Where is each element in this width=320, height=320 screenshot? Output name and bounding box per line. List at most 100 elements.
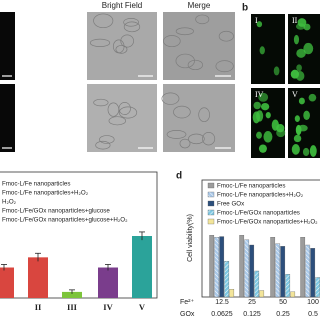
panel-c: Fmoc-L/Fe nanoparticles Fmoc-L/Fe nanopar… bbox=[0, 181, 152, 312]
cell bbox=[258, 92, 269, 102]
bar bbox=[239, 235, 245, 298]
legend-entry: Fmoc-L/Fe nanoparticles+H₂O₂ bbox=[2, 190, 89, 197]
legend-entry: Fmoc-L/Fe/GOx nanoparticles+H₂O₂ bbox=[217, 219, 318, 226]
bar bbox=[132, 236, 152, 298]
bar bbox=[290, 291, 296, 298]
image-label: I bbox=[255, 16, 258, 25]
cell bbox=[107, 102, 120, 117]
cell bbox=[256, 131, 262, 139]
merge-image bbox=[163, 12, 235, 80]
fluor-image bbox=[251, 14, 285, 84]
legend-entry: Fmoc-L/Fe/GOx nanoparticles+glucose+H₂O₂ bbox=[2, 217, 128, 224]
x-tick-label: 0.5 bbox=[308, 311, 318, 318]
legend-swatch bbox=[207, 218, 215, 225]
column-header: Bright Field bbox=[102, 1, 142, 10]
cell bbox=[271, 119, 279, 131]
cell bbox=[89, 38, 111, 47]
panel-a: Bright Field Merge bbox=[0, 1, 235, 152]
bar bbox=[62, 291, 82, 298]
cell bbox=[202, 132, 216, 146]
image-label: II bbox=[292, 16, 298, 25]
panel-label: d bbox=[176, 171, 182, 182]
bar bbox=[229, 289, 235, 298]
legend-entry: Free GOx bbox=[217, 201, 245, 208]
x-tick-label: V bbox=[139, 302, 146, 312]
cell bbox=[173, 105, 191, 119]
bar bbox=[219, 236, 225, 298]
row-label: Fe²⁺ bbox=[180, 299, 195, 306]
cell bbox=[179, 138, 191, 149]
cell bbox=[303, 42, 314, 55]
bar bbox=[209, 235, 215, 298]
row-label: GOx bbox=[180, 311, 195, 318]
cell bbox=[296, 64, 302, 72]
bar bbox=[270, 237, 276, 298]
bar bbox=[28, 257, 48, 298]
y-axis-label: Cell viability(%) bbox=[187, 214, 194, 262]
cell bbox=[302, 147, 310, 157]
cell bbox=[93, 13, 114, 29]
legend-entry: Fmoc-L/Fe nanoparticles bbox=[217, 183, 285, 190]
cell bbox=[293, 134, 302, 143]
legend-swatch bbox=[207, 200, 215, 207]
fluor-image bbox=[0, 12, 15, 80]
x-tick-label: 0.0625 bbox=[211, 311, 233, 318]
cell bbox=[115, 45, 128, 54]
bar bbox=[315, 277, 320, 298]
cell bbox=[187, 59, 203, 71]
bar bbox=[305, 244, 311, 298]
x-tick-label: IV bbox=[103, 302, 113, 312]
cell bbox=[296, 48, 306, 58]
cell bbox=[108, 116, 127, 126]
cell bbox=[295, 23, 306, 30]
cell bbox=[120, 34, 134, 48]
cell bbox=[256, 110, 264, 122]
cell bbox=[195, 14, 210, 25]
legend-swatch bbox=[207, 191, 215, 198]
bar bbox=[280, 246, 286, 298]
x-tick-label: 12.5 bbox=[215, 299, 229, 306]
legend-entry: Fmoc-L/Fe nanoparticles bbox=[2, 181, 70, 188]
cell bbox=[123, 21, 141, 33]
x-tick-label: 25 bbox=[248, 299, 256, 306]
bar bbox=[259, 290, 265, 298]
bar bbox=[244, 239, 250, 298]
cell bbox=[253, 101, 261, 110]
bar bbox=[224, 261, 230, 298]
cell bbox=[290, 69, 300, 79]
cell bbox=[93, 98, 109, 107]
panel-b: b I II IV V bbox=[242, 3, 320, 158]
cell bbox=[188, 133, 205, 145]
cell bbox=[263, 131, 273, 143]
bar bbox=[285, 274, 291, 298]
cell bbox=[175, 27, 194, 36]
x-tick-label: 0.25 bbox=[276, 311, 290, 318]
cell bbox=[259, 46, 265, 55]
cell bbox=[294, 115, 300, 123]
cell bbox=[99, 135, 115, 144]
cell bbox=[298, 97, 305, 105]
x-tick-label: 50 bbox=[279, 299, 287, 306]
cell bbox=[303, 110, 310, 121]
fluor-image bbox=[0, 84, 15, 152]
cell bbox=[123, 17, 139, 27]
legend-entry: Fmoc-L/Fe nanoparticles+H₂O₂ bbox=[217, 192, 304, 199]
bright-field-image bbox=[87, 12, 157, 80]
bar bbox=[254, 270, 260, 298]
cell bbox=[163, 35, 181, 48]
cell bbox=[265, 111, 271, 119]
cell bbox=[175, 53, 195, 69]
cell bbox=[273, 66, 280, 76]
cell bbox=[293, 34, 300, 45]
column-header: Merge bbox=[188, 1, 211, 10]
bar bbox=[214, 237, 220, 298]
legend-swatch bbox=[207, 182, 215, 189]
x-tick-label: 100 bbox=[307, 299, 319, 306]
bar bbox=[300, 237, 306, 298]
cell bbox=[161, 92, 180, 105]
cell bbox=[218, 30, 234, 42]
cell bbox=[256, 21, 263, 28]
legend-entry: Fmoc-L/Fe/GOx nanoparticles+glucose bbox=[2, 208, 110, 215]
cell bbox=[295, 124, 302, 136]
